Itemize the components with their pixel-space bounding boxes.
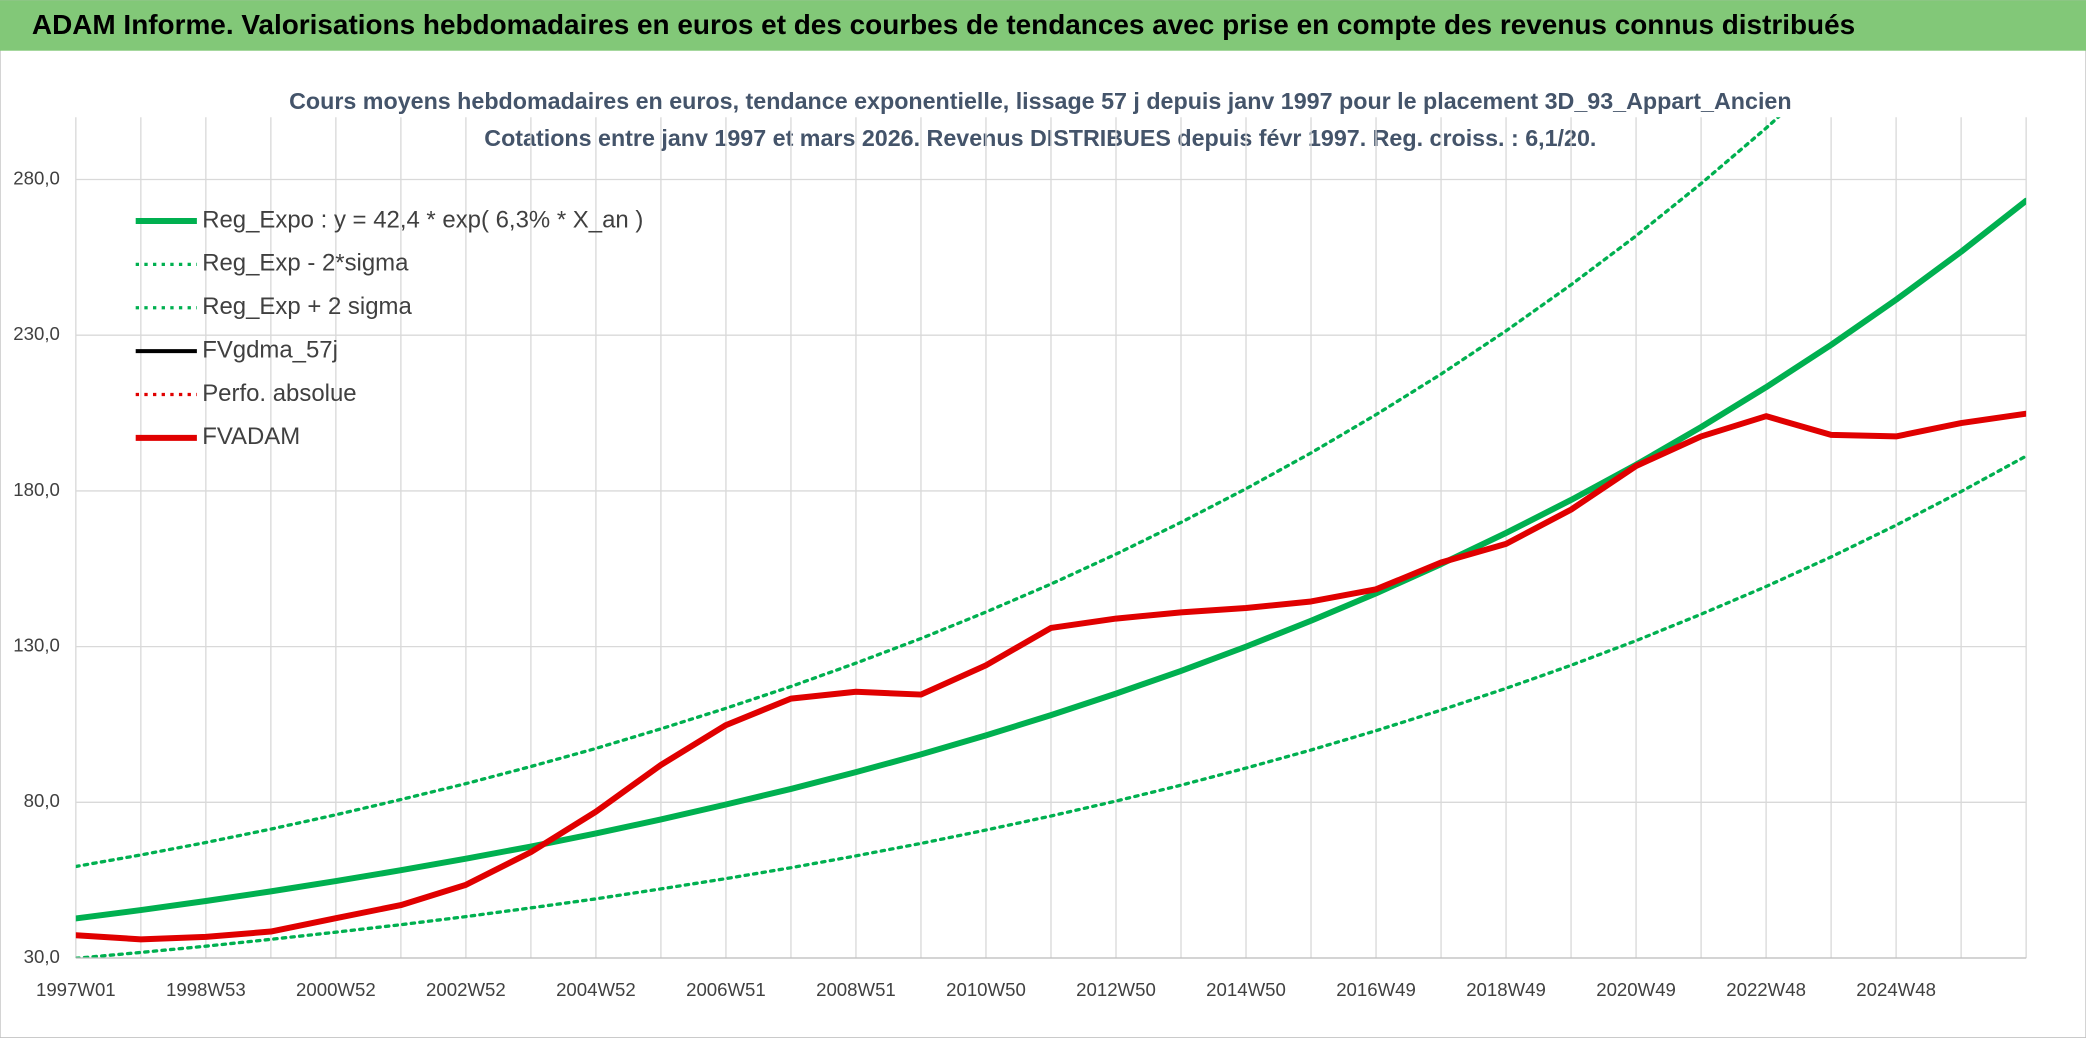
x-tick-label: 2008W51 xyxy=(816,979,896,1000)
x-tick-label: 2006W51 xyxy=(686,979,766,1000)
y-tick-label: 80,0 xyxy=(24,790,60,811)
x-tick-label: 1998W53 xyxy=(166,979,246,1000)
legend-label: Perfo. absolue xyxy=(202,380,356,407)
y-tick-label: 230,0 xyxy=(13,323,60,344)
y-tick-label: 30,0 xyxy=(24,946,60,967)
legend-label: FVgdma_57j xyxy=(202,336,338,363)
plot-area xyxy=(75,117,2027,959)
x-tick-label: 2014W50 xyxy=(1206,979,1286,1000)
legend-label: Reg_Exp - 2*sigma xyxy=(202,250,409,277)
axes: 30,0 80,0 130,0 180,0 230,0 280,0 1997W01 1998W… xyxy=(13,167,2027,1000)
y-tick-label: 130,0 xyxy=(13,635,60,656)
x-tick-label: 2012W50 xyxy=(1076,979,1156,1000)
x-tick-label: 1997W01 xyxy=(36,979,116,1000)
header-bar xyxy=(0,0,2086,51)
series-line xyxy=(75,117,1781,869)
chart-subtitle: Cotations entre janv 1997 et mars 2026. … xyxy=(484,125,1596,151)
x-tick-label: 2018W49 xyxy=(1466,979,1546,1000)
legend-label: Reg_Exp + 2 sigma xyxy=(202,293,412,320)
x-tick-label: 2020W49 xyxy=(1596,979,1676,1000)
x-tick-label: 2016W49 xyxy=(1336,979,1416,1000)
y-tick-label: 280,0 xyxy=(13,167,60,188)
x-tick-label: 2004W52 xyxy=(556,979,636,1000)
y-tick-label: 180,0 xyxy=(13,479,60,500)
x-tick-label: 2022W48 xyxy=(1726,979,1806,1000)
chart-subtitle: Cours moyens hebdomadaires en euros, ten… xyxy=(289,88,1791,114)
grid xyxy=(75,117,2027,959)
x-tick-label: 2000W52 xyxy=(296,979,376,1000)
series-line xyxy=(75,454,2027,959)
x-tick-label: 2024W48 xyxy=(1856,979,1936,1000)
series-line xyxy=(75,197,2027,922)
legend: Reg_Expo : y = 42,4 * exp( 6,3% * X_an )… xyxy=(135,206,643,450)
legend-label: Reg_Expo : y = 42,4 * exp( 6,3% * X_an ) xyxy=(202,206,643,233)
series-line xyxy=(75,410,2027,943)
chart-title: ADAM Informe. Valorisations hebdomadaire… xyxy=(32,9,1855,40)
legend-label: FVADAM xyxy=(202,423,300,450)
x-tick-label: 2010W50 xyxy=(946,979,1026,1000)
x-tick-label: 2002W52 xyxy=(426,979,506,1000)
